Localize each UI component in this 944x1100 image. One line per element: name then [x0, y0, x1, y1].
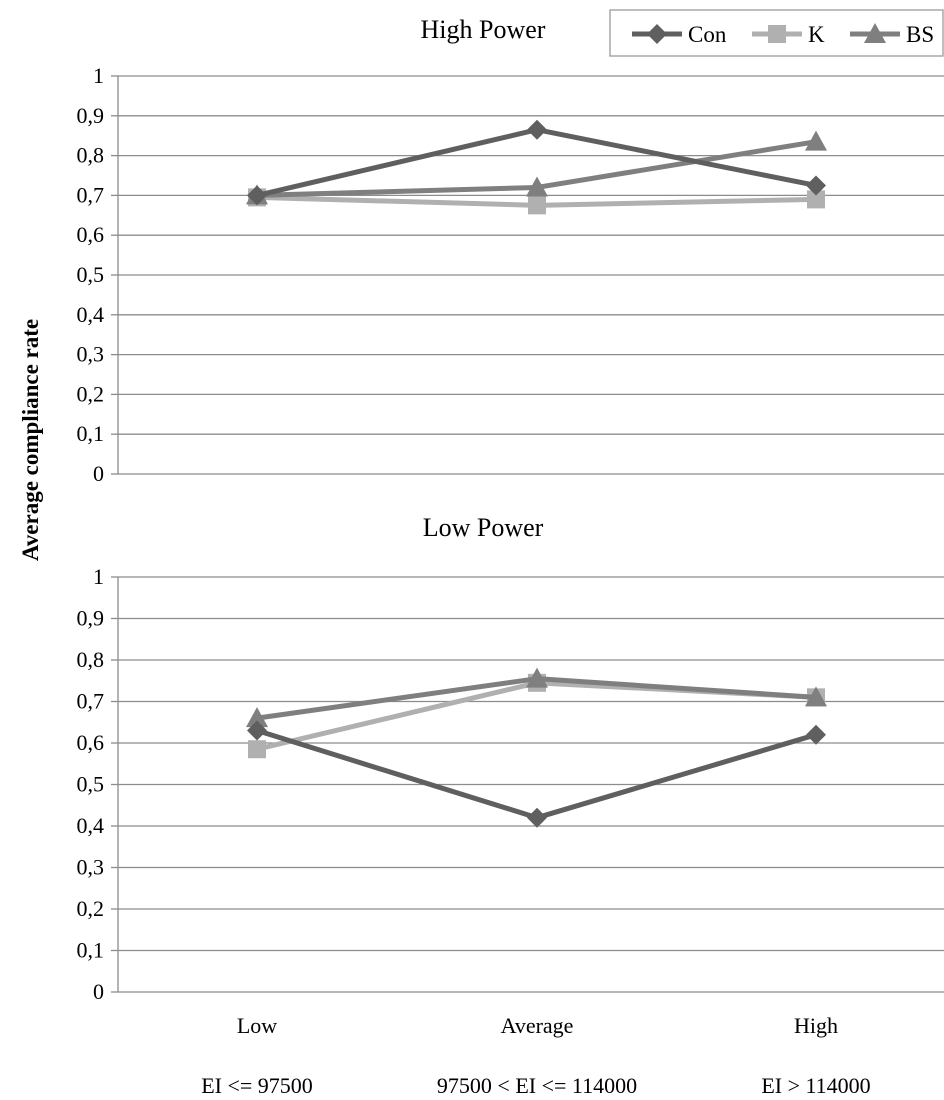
data-point-bs	[246, 707, 268, 728]
y-tick-label: 0,5	[77, 772, 105, 797]
y-tick-label: 0,3	[77, 855, 105, 880]
y-tick-label: 0,9	[77, 606, 105, 631]
data-point-bs	[526, 667, 548, 688]
data-point-con	[527, 119, 547, 140]
x-category-label: Average	[501, 1013, 574, 1038]
data-point-bs	[805, 130, 827, 151]
y-tick-label: 0,1	[77, 938, 105, 963]
legend-marker-bs	[864, 23, 886, 43]
panel-high-power: High Power 0 0,1 0,2 0,3 0,4 0,5 0,6 0,7 0,8 0,9 1	[77, 15, 944, 486]
x-category-label: High	[794, 1013, 838, 1038]
y-tick-label: 0,4	[77, 813, 105, 838]
legend-label-k: K	[808, 22, 825, 47]
x-range-label: EI > 114000	[761, 1073, 870, 1098]
legend-label-con: Con	[688, 22, 727, 47]
data-point-bs	[805, 686, 827, 707]
y-tick-label: 0,3	[77, 342, 105, 367]
y-tick-label: 0,1	[77, 421, 105, 446]
y-axis-label: Average compliance rate	[18, 319, 43, 561]
x-range-label: 97500 < EI <= 114000	[437, 1073, 637, 1098]
data-point-con	[527, 807, 547, 828]
panel-low-power: Low Power 0 0,1 0,2 0,3 0,4 0,5 0,6 0,7 0,8 0,9 1	[77, 513, 944, 1004]
x-range-label: EI <= 97500	[201, 1073, 313, 1098]
legend-label-bs: BS	[906, 22, 934, 47]
legend-marker-con	[647, 24, 667, 44]
legend: Con K BS	[609, 9, 944, 57]
y-tick-label: 0,7	[77, 689, 105, 714]
data-point-k	[807, 190, 825, 209]
y-tick-label: 0,6	[77, 222, 105, 247]
y-tick-label: 0,8	[77, 647, 105, 672]
y-tick-label: 0,7	[77, 182, 105, 207]
y-tick-label: 0,5	[77, 262, 105, 287]
data-point-con	[806, 175, 826, 196]
y-tick-label: 0	[93, 979, 104, 1004]
x-category-label: Low	[237, 1013, 277, 1038]
data-point-con	[247, 720, 267, 741]
y-tick-label: 1	[93, 63, 104, 88]
y-tick-label: 0	[93, 461, 104, 486]
data-point-k	[248, 740, 266, 759]
panel-title: Low Power	[423, 513, 544, 542]
legend-marker-k	[768, 25, 786, 43]
data-point-con	[806, 724, 826, 745]
y-tick-label: 1	[93, 564, 104, 589]
data-point-bs	[526, 176, 548, 197]
y-tick-label: 0,6	[77, 730, 105, 755]
y-tick-label: 0,8	[77, 143, 105, 168]
y-tick-label: 0,2	[77, 381, 105, 406]
y-tick-label: 0,2	[77, 896, 105, 921]
y-tick-label: 0,9	[77, 103, 105, 128]
data-point-k	[528, 196, 546, 215]
panel-title: High Power	[421, 15, 546, 44]
data-point-con	[247, 185, 267, 206]
y-tick-label: 0,4	[77, 302, 105, 327]
